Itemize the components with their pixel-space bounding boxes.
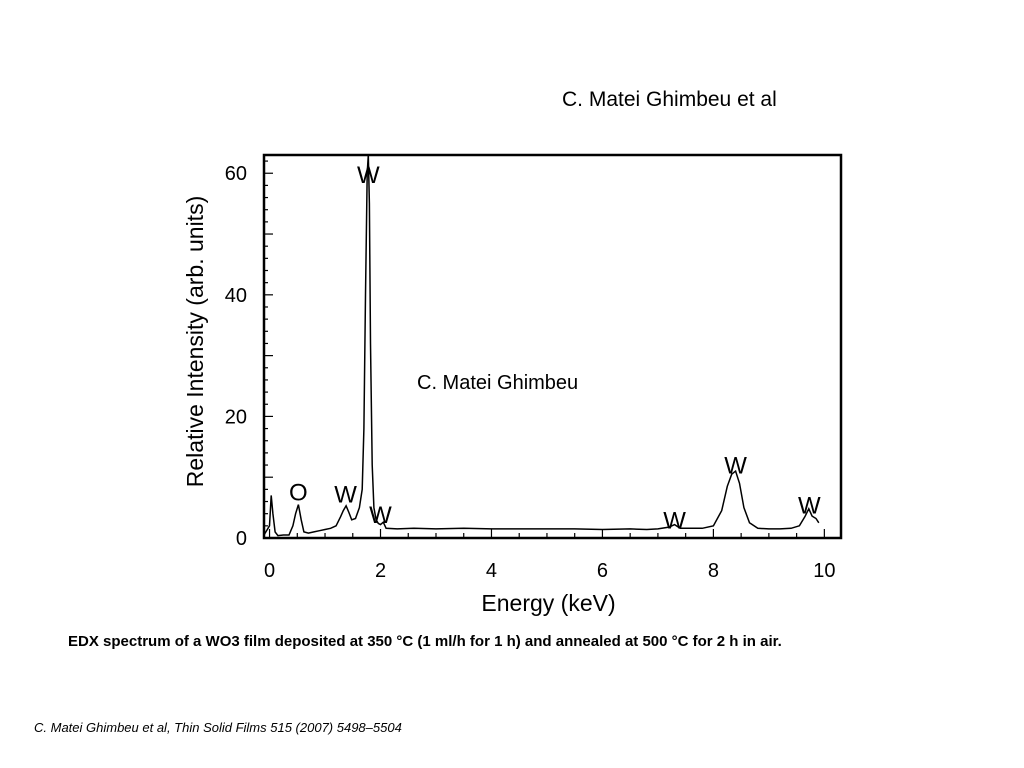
peak-label: W xyxy=(663,507,686,534)
x-tick-label: 6 xyxy=(597,560,608,582)
y-tick-label: 0 xyxy=(236,528,247,550)
spectrum-line xyxy=(263,154,820,537)
x-tick-label: 0 xyxy=(264,560,275,582)
plot-frame xyxy=(262,153,843,540)
peak-label: W xyxy=(357,162,380,189)
y-axis-title: Relative Intensity (arb. units) xyxy=(182,196,208,487)
author-header: C. Matei Ghimbeu et al xyxy=(562,88,777,111)
peak-label: W xyxy=(334,482,357,509)
peak-label: W xyxy=(369,502,392,529)
x-tick-label: 10 xyxy=(813,560,835,582)
x-axis-title: Energy (keV) xyxy=(481,590,615,616)
y-tick-label: 60 xyxy=(225,163,247,185)
y-tick-label: 20 xyxy=(225,406,247,428)
figure-caption: EDX spectrum of a WO3 film deposited at … xyxy=(68,633,782,650)
peak-labels: O WWW WWW xyxy=(289,162,821,534)
author-watermark: C. Matei Ghimbeu xyxy=(417,372,579,394)
x-tick-label: 8 xyxy=(708,560,719,582)
y-tick-label: 40 xyxy=(225,285,247,307)
y-axis: 0 20 40 60 xyxy=(225,160,273,550)
citation: C. Matei Ghimbeu et al, Thin Solid Films… xyxy=(34,720,402,735)
x-tick-label: 4 xyxy=(486,560,497,582)
x-axis: 0 2 4 6 8 10 xyxy=(264,529,835,582)
peak-label: O xyxy=(289,479,308,506)
x-tick-label: 2 xyxy=(375,560,386,582)
peak-label: W xyxy=(798,493,821,520)
peak-label: W xyxy=(724,453,747,480)
